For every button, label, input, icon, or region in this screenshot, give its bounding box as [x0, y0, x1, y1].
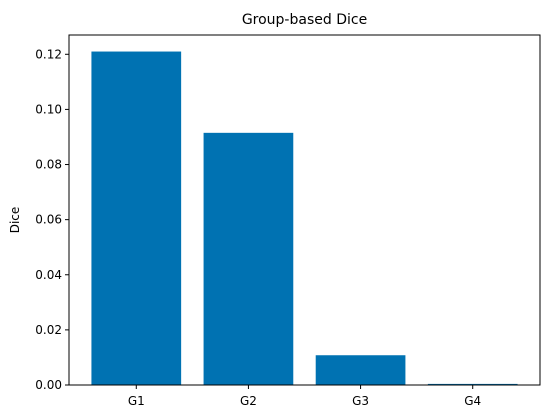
y-tick-label: 0.10 — [35, 102, 62, 116]
y-tick-label: 0.02 — [35, 323, 62, 337]
y-ticks-layer: 0.00 0.02 0.04 0.06 0.08 0.10 0.12 — [35, 47, 69, 392]
y-axis-label: Dice — [8, 207, 22, 234]
y-tick-label: 0.12 — [35, 47, 62, 61]
bar-g1 — [91, 51, 182, 385]
x-ticks-layer: G1 G2 G3 G4 — [128, 385, 481, 408]
bar-g2 — [203, 132, 294, 385]
x-tick-label-g1: G1 — [128, 394, 145, 408]
chart-title: Group-based Dice — [242, 12, 367, 28]
plot-frame — [68, 34, 541, 386]
y-tick-label: 0.08 — [35, 158, 62, 172]
bars-layer — [91, 51, 518, 385]
y-tick-label: 0.00 — [35, 378, 62, 392]
x-tick-label-g3: G3 — [352, 394, 369, 408]
bar-g4 — [427, 383, 518, 385]
y-tick-label: 0.06 — [35, 213, 62, 227]
y-tick-label: 0.04 — [35, 268, 62, 282]
bar-g3 — [315, 355, 406, 385]
x-tick-label-g2: G2 — [240, 394, 257, 408]
x-tick-label-g4: G4 — [464, 394, 481, 408]
